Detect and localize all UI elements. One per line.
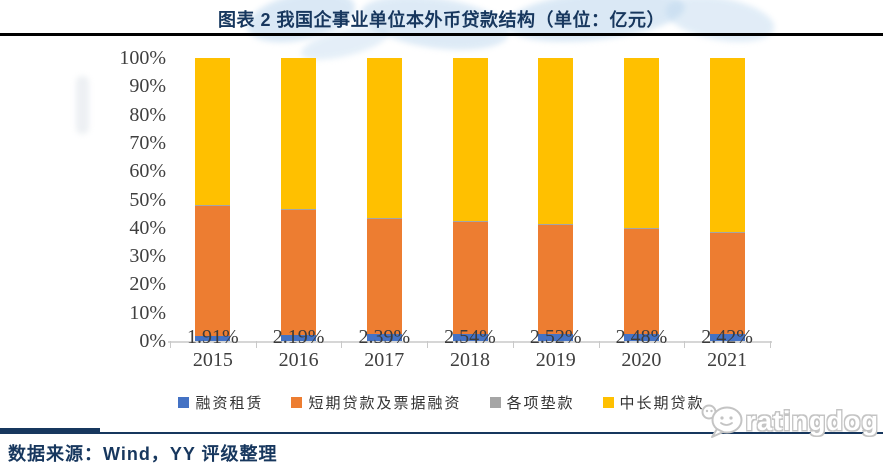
x-axis-tick	[427, 341, 429, 348]
bar-segment	[281, 209, 317, 335]
x-axis-tick	[255, 341, 257, 348]
footer-separator-line	[0, 432, 883, 434]
bar-segment	[366, 334, 402, 341]
legend-label: 融资租赁	[195, 395, 264, 412]
legend-swatch	[291, 396, 303, 408]
bar-segment	[709, 334, 745, 341]
x-axis-line	[168, 341, 772, 343]
y-axis-tick-label: 0%	[139, 330, 166, 352]
bar-segment	[623, 227, 659, 229]
footer-accent-bar	[0, 428, 100, 434]
bar-segment	[281, 58, 317, 209]
x-axis-tick	[770, 341, 771, 348]
figure-title: 图表 2 我国企事业单位本外币贷款结构（单位：亿元）	[217, 10, 665, 30]
bar-data-label: 1.91%	[187, 326, 239, 348]
y-axis-tick-label: 100%	[119, 47, 166, 69]
legend-swatch	[602, 396, 614, 408]
bar-data-label: 2.54%	[444, 326, 496, 348]
y-axis-tick-label: 30%	[129, 245, 166, 268]
legend-item: 各项垫款	[489, 392, 575, 413]
bar-data-label: 2.52%	[529, 326, 582, 348]
y-axis-tick-label: 40%	[129, 216, 166, 239]
legend-item: 融资租赁	[178, 392, 263, 413]
x-axis-tick	[598, 341, 600, 348]
chart-legend: 融资租赁 短期贷款及票据融资 各项垫款 中长期贷款	[0, 391, 883, 413]
bar-segment	[538, 224, 574, 334]
brand-name: ratingdog	[745, 405, 879, 436]
x-axis-tick	[170, 341, 171, 348]
legend-item: 中长期贷款	[602, 392, 705, 413]
title-separator-line	[0, 33, 883, 36]
x-axis-tick	[341, 341, 343, 348]
bar-data-label: 2.39%	[358, 326, 411, 348]
x-axis-tick	[684, 341, 686, 348]
y-axis-tick-label: 10%	[129, 301, 166, 324]
y-axis-tick-label: 50%	[129, 188, 166, 211]
legend-label: 中长期贷款	[619, 395, 705, 412]
bar-segment	[195, 335, 231, 341]
x-axis-tick-label: 2017	[364, 349, 405, 371]
x-axis-tick-label: 2021	[707, 349, 748, 371]
bar-segment	[538, 224, 574, 226]
bar-segment	[452, 57, 488, 222]
watermark-blob	[76, 76, 89, 134]
bar-segment	[452, 221, 488, 223]
data-source-text: 数据来源：Wind，YY 评级整理	[8, 444, 278, 464]
y-axis-tick-label: 70%	[129, 131, 166, 154]
y-axis-tick-label: 60%	[129, 160, 166, 183]
bar-segment	[195, 205, 231, 207]
bar-segment	[709, 232, 745, 234]
wechat-dog-bubble-icon	[701, 404, 743, 438]
y-axis-tick-label: 20%	[129, 273, 166, 296]
legend-item: 短期贷款及票据融资	[291, 392, 461, 413]
bar-segment	[623, 58, 659, 228]
bar-segment	[366, 219, 402, 335]
bar-segment	[623, 228, 659, 334]
legend-swatch	[178, 396, 190, 408]
x-axis-tick	[512, 341, 514, 348]
x-axis-tick-label: 2016	[278, 349, 319, 371]
x-axis-tick-label: 2015	[192, 349, 233, 371]
bar-segment	[623, 333, 659, 341]
bar-segment	[452, 222, 488, 334]
ratingdog-watermark: ratingdog	[700, 401, 879, 441]
bar-segment	[452, 333, 488, 341]
bar-segment	[709, 233, 745, 335]
bar-data-label: 2.48%	[615, 326, 668, 348]
bar-data-label: 2.19%	[272, 326, 325, 348]
y-axis-tick-label: 80%	[129, 103, 166, 126]
x-axis-tick-label: 2018	[450, 349, 490, 371]
bar-segment	[366, 218, 402, 220]
x-axis-tick-label: 2020	[621, 349, 662, 371]
bar-segment	[195, 205, 231, 336]
legend-swatch	[489, 396, 501, 408]
bar-data-label: 2.42%	[701, 326, 753, 348]
bar-segment	[538, 333, 574, 341]
bar-segment	[709, 57, 745, 233]
bar-segment	[538, 57, 574, 225]
bar-segment	[195, 57, 231, 206]
legend-label: 各项垫款	[506, 395, 575, 412]
bar-segment	[281, 208, 317, 210]
bar-segment	[281, 334, 317, 341]
x-axis-tick-label: 2019	[535, 349, 576, 371]
y-axis-tick-label: 90%	[129, 75, 166, 98]
bar-segment	[366, 58, 402, 219]
legend-label: 短期贷款及票据融资	[308, 395, 462, 412]
